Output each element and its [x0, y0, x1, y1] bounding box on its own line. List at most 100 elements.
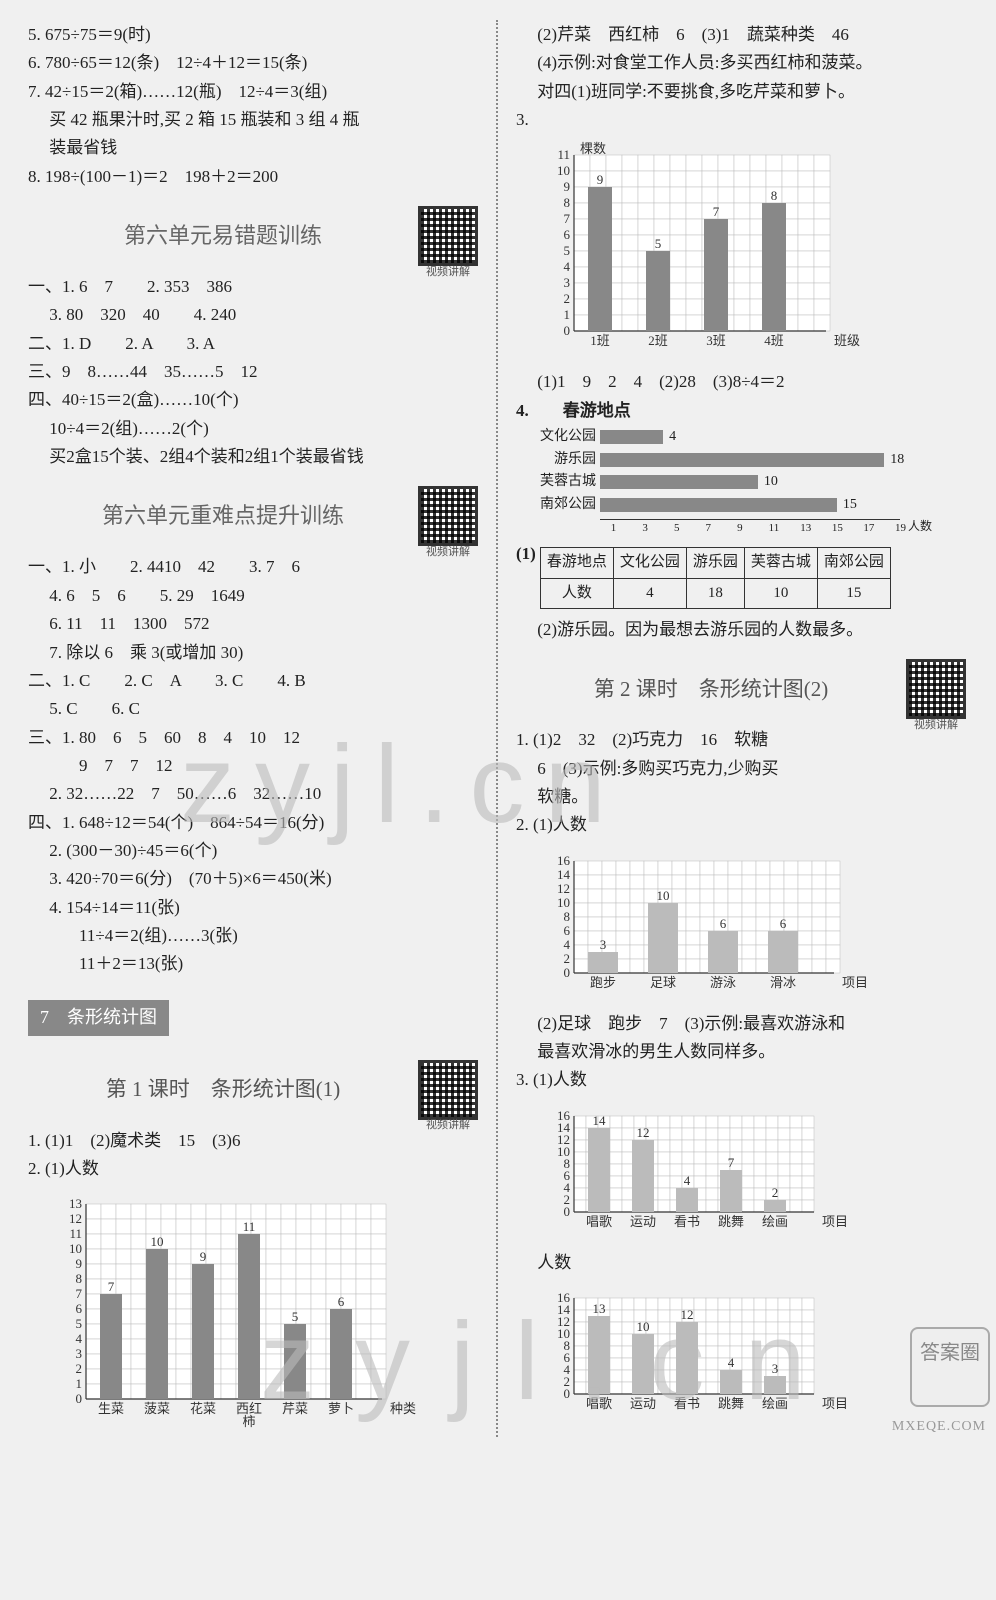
svg-text:2: 2 — [564, 291, 571, 306]
travel-table: 春游地点 文化公园 游乐园 芙蓉古城 南郊公园 人数 4 18 10 15 — [540, 547, 891, 609]
svg-text:足球: 足球 — [650, 975, 676, 990]
svg-text:运动: 运动 — [630, 1396, 656, 1411]
svg-text:14: 14 — [593, 1113, 607, 1128]
table-cell: 4 — [613, 578, 686, 608]
svg-text:11: 11 — [69, 1226, 82, 1241]
answer-text: 3. 420÷70＝6(分) (70＋5)×6＝450(米) — [28, 866, 478, 892]
svg-text:11: 11 — [557, 147, 570, 162]
svg-text:花菜: 花菜 — [190, 1401, 216, 1416]
answer-text: (1)1 9 2 4 (2)28 (3)8÷4＝2 — [516, 369, 966, 395]
left-column: 5. 675÷75＝9(时)6. 780÷65＝12(条) 12÷4＋12＝15… — [18, 20, 488, 1437]
svg-text:7: 7 — [728, 1155, 735, 1170]
heading-row-2: 第六单元重难点提升训练 — [28, 486, 478, 546]
svg-text:5: 5 — [655, 236, 662, 251]
svg-text:3: 3 — [772, 1361, 779, 1376]
answer-text: 2. 32……22 7 50……6 32……10 — [28, 781, 478, 807]
svg-text:0: 0 — [564, 965, 571, 980]
svg-text:4: 4 — [684, 1173, 691, 1188]
table-head-left: 春游地点 — [540, 548, 613, 578]
answer-text: (4)示例:对食堂工作人员:多买西红柿和菠菜。 — [516, 50, 966, 76]
column-divider — [496, 20, 498, 1437]
svg-text:3班: 3班 — [706, 333, 726, 348]
svg-text:10: 10 — [69, 1241, 82, 1256]
svg-text:5: 5 — [292, 1309, 299, 1324]
svg-text:6: 6 — [564, 923, 571, 938]
svg-text:7: 7 — [108, 1279, 115, 1294]
answer-text: 10÷4＝2(组)……2(个) — [28, 416, 478, 442]
svg-text:12: 12 — [637, 1125, 650, 1140]
svg-text:唱歌: 唱歌 — [586, 1396, 612, 1411]
svg-text:5: 5 — [76, 1316, 83, 1331]
answer-text: 7. 42÷15＝2(箱)……12(瓶) 12÷4＝3(组) — [28, 79, 478, 105]
answer-text: (2)游乐园。因为最想去游乐园的人数最多。 — [516, 617, 966, 643]
svg-text:运动: 运动 — [630, 1214, 656, 1229]
answer-text: 4. 6 5 6 5. 29 1649 — [28, 583, 478, 609]
answer-text: 四、1. 648÷12＝54(个) 864÷54＝16(分) — [28, 810, 478, 836]
q4-title: 4. 春游地点 — [516, 398, 966, 424]
svg-text:2: 2 — [76, 1361, 83, 1376]
svg-text:0: 0 — [76, 1391, 83, 1406]
answer-text: 买2盒15个装、2组4个装和2组1个装最省钱 — [28, 444, 478, 470]
answer-text: 四、40÷15＝2(盒)……10(个) — [28, 387, 478, 413]
svg-text:1: 1 — [564, 307, 571, 322]
answer-text: 7. 除以 6 乘 3(或增加 30) — [28, 640, 478, 666]
answer-text: 1. (1)1 (2)魔术类 15 (3)6 — [28, 1128, 478, 1154]
svg-text:8: 8 — [76, 1271, 83, 1286]
table-row-label: 人数 — [540, 578, 613, 608]
hbar-ticks: 135791113151719人数 — [526, 517, 966, 536]
svg-text:跑步: 跑步 — [590, 975, 616, 990]
svg-text:4班: 4班 — [764, 333, 784, 348]
answer-text: 11＋2＝13(张) — [28, 951, 478, 977]
answer-text: 6 (3)示例:多购买巧克力,少购买 — [516, 756, 966, 782]
svg-text:6: 6 — [720, 916, 727, 931]
answer-text: 6. 780÷65＝12(条) 12÷4＋12＝15(条) — [28, 50, 478, 76]
qr-icon — [418, 1060, 478, 1120]
svg-text:项目: 项目 — [822, 1396, 848, 1411]
svg-text:6: 6 — [338, 1294, 345, 1309]
svg-text:2: 2 — [772, 1185, 779, 1200]
answer-text: 二、1. D 2. A 3. A — [28, 331, 478, 357]
svg-text:跳舞: 跳舞 — [718, 1396, 744, 1411]
svg-text:生菜: 生菜 — [98, 1401, 124, 1416]
answer-text: 2. (300－30)÷45＝6(个) — [28, 838, 478, 864]
answer-text: 6. 11 11 1300 572 — [28, 611, 478, 637]
svg-text:绘画: 绘画 — [762, 1214, 788, 1229]
table-cell: 15 — [817, 578, 890, 608]
svg-text:10: 10 — [557, 895, 570, 910]
svg-text:4: 4 — [728, 1355, 735, 1370]
hbar-row: 游乐园18 — [526, 449, 966, 471]
svg-text:16: 16 — [557, 853, 571, 868]
answer-text: (2)足球 跑步 7 (3)示例:最喜欢游泳和 — [516, 1011, 966, 1037]
answer-text: 11÷4＝2(组)……3(张) — [28, 923, 478, 949]
svg-text:1: 1 — [76, 1376, 83, 1391]
svg-text:看书: 看书 — [674, 1396, 700, 1411]
table-col: 游乐园 — [686, 548, 744, 578]
answer-text: 装最省钱 — [28, 135, 478, 161]
svg-text:滑冰: 滑冰 — [770, 975, 796, 990]
answer-text: 一、1. 小 2. 4410 42 3. 7 6 — [28, 554, 478, 580]
lesson2-heading: 第 2 课时 条形统计图(2) — [516, 673, 906, 706]
svg-text:种类: 种类 — [390, 1401, 416, 1416]
unit6-difficult-heading: 第六单元重难点提升训练 — [28, 499, 418, 533]
svg-text:柿: 柿 — [242, 1414, 255, 1429]
answer-text: 5. C 6. C — [28, 696, 478, 722]
svg-text:2班: 2班 — [648, 333, 668, 348]
footer-url: MXEQE.COM — [892, 1416, 986, 1438]
chart-activities-b: 024681012141613唱歌10运动12看书4跳舞3绘画项目 — [544, 1284, 966, 1428]
table-col: 南郊公园 — [817, 548, 890, 578]
svg-text:唱歌: 唱歌 — [586, 1214, 612, 1229]
svg-text:10: 10 — [151, 1234, 164, 1249]
chart-travel-hbar: 文化公园4游乐园18芙蓉古城10南郊公园15135791113151719人数 — [526, 426, 966, 535]
svg-text:5: 5 — [564, 243, 571, 258]
svg-text:16: 16 — [557, 1108, 571, 1123]
svg-text:10: 10 — [657, 888, 670, 903]
qr-icon — [418, 206, 478, 266]
answer-text: 4. 154÷14＝11(张) — [28, 895, 478, 921]
hbar-row: 芙蓉古城10 — [526, 471, 966, 493]
qr-icon — [906, 659, 966, 719]
svg-text:班级: 班级 — [834, 333, 860, 348]
chart-vegetables: 0123456789101112137生菜10菠菜9花菜11西红柿5芹菜6萝卜种… — [56, 1190, 478, 1433]
page: 5. 675÷75＝9(时)6. 780÷65＝12(条) 12÷4＋12＝15… — [18, 20, 978, 1437]
svg-text:9: 9 — [564, 179, 571, 194]
svg-text:13: 13 — [593, 1301, 606, 1316]
